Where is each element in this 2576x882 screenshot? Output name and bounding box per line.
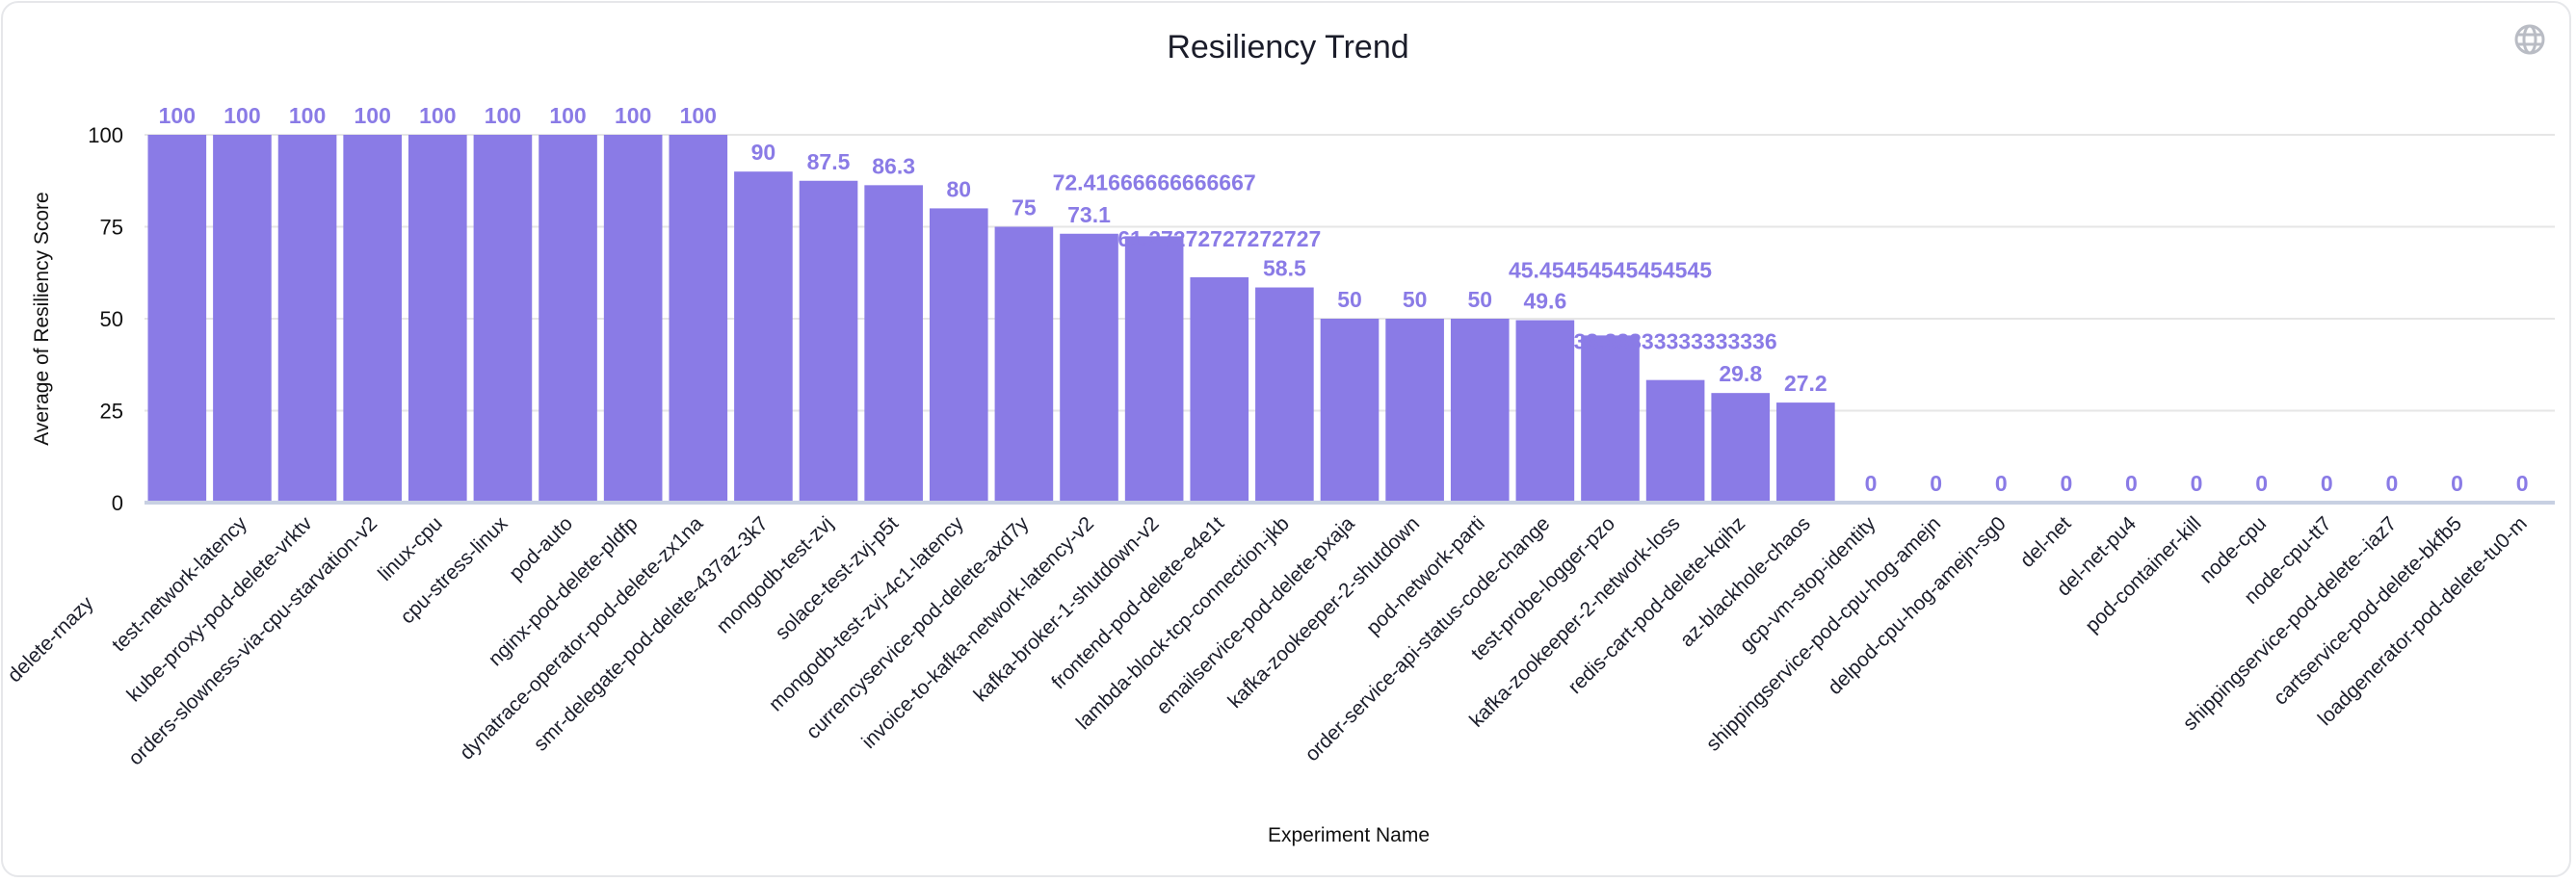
- bar-value-label: 61.27272727272727: [1117, 226, 1321, 251]
- bar-value-label: 27.2: [1784, 371, 1827, 396]
- x-tick-label: smr-delegate-pod-delete-437az-3k7: [530, 512, 773, 755]
- bar-value-label: 75: [1012, 195, 1037, 220]
- bar[interactable]: [1711, 393, 1771, 501]
- bar[interactable]: [407, 135, 467, 501]
- x-tick-label: invoice-to-kafka-network-latency-v2: [857, 512, 1098, 753]
- x-tick-label: del-net: [2016, 512, 2076, 572]
- bar-value-label: 87.5: [807, 149, 851, 174]
- bar[interactable]: [1320, 319, 1380, 501]
- bar-value-label: 100: [485, 103, 521, 128]
- bar-value-label: 100: [223, 103, 260, 128]
- bar-value-label: 80: [946, 176, 971, 201]
- x-tick-label: delete-rnazy: [4, 592, 98, 687]
- x-tick-label: solace-test-zvj-p5t: [771, 512, 903, 644]
- bar-value-label: 0: [2125, 471, 2138, 496]
- bar-value-label: 50: [1467, 287, 1492, 312]
- bar-value-label: 33.33333333333336: [1574, 329, 1777, 354]
- bar[interactable]: [1255, 287, 1314, 501]
- bar[interactable]: [799, 180, 858, 501]
- y-axis-title: Average of Resiliency Score: [31, 192, 53, 445]
- bar[interactable]: [669, 135, 728, 501]
- y-tick-label: 25: [100, 400, 123, 424]
- bar-value-label: 49.6: [1523, 289, 1566, 314]
- bar[interactable]: [1581, 335, 1640, 501]
- bar-value-label: 0: [2451, 471, 2463, 496]
- x-tick-label: orders-slowness-via-cpu-starvation-v2: [124, 512, 381, 769]
- bar[interactable]: [734, 171, 793, 501]
- bar-value-label: 0: [2191, 471, 2203, 496]
- bar[interactable]: [539, 135, 597, 501]
- bar-value-label: 0: [2516, 471, 2529, 496]
- y-tick-label: 75: [100, 216, 123, 240]
- bar[interactable]: [603, 135, 663, 501]
- bar-value-label: 72.41666666666667: [1053, 169, 1256, 195]
- bar-value-label: 0: [1995, 471, 2008, 496]
- bar-value-label: 45.45454545454545: [1509, 257, 1712, 282]
- bar-value-label: 0: [2321, 471, 2333, 496]
- bar-value-label: 0: [2255, 471, 2268, 496]
- bar-value-label: 50: [1337, 287, 1362, 312]
- x-tick-label: pod-network-parti: [1362, 512, 1489, 639]
- bar-value-label: 50: [1403, 287, 1428, 312]
- bar-value-label: 58.5: [1263, 256, 1306, 281]
- bar-value-label: 0: [2386, 471, 2399, 496]
- y-tick-label: 50: [100, 307, 123, 331]
- x-tick-label: shippingservice-pod-cpu-hog-amejn: [1702, 512, 1945, 755]
- x-tick-label: mongodb-test-zvj: [712, 512, 837, 637]
- y-tick-label: 0: [112, 491, 123, 515]
- bar-value-label: 73.1: [1067, 202, 1111, 227]
- bar-value-label: 0: [1930, 471, 1942, 496]
- bar-value-label: 86.3: [872, 153, 915, 178]
- bar[interactable]: [994, 226, 1054, 502]
- bar-value-label: 100: [549, 103, 586, 128]
- bar-value-label: 100: [419, 103, 456, 128]
- bar[interactable]: [864, 185, 923, 502]
- bar[interactable]: [473, 135, 533, 501]
- x-tick-label: dynatrace-operator-pod-delete-zx1na: [456, 512, 708, 765]
- bar[interactable]: [1776, 402, 1835, 501]
- chart-title: Resiliency Trend: [1167, 29, 1408, 65]
- bar[interactable]: [1515, 320, 1575, 501]
- bar-value-label: 0: [2060, 471, 2072, 496]
- bar-value-label: 100: [615, 103, 651, 128]
- bar-value-label: 100: [159, 103, 196, 128]
- bar[interactable]: [343, 135, 402, 501]
- bar[interactable]: [929, 208, 988, 501]
- globe-icon[interactable]: [2514, 24, 2545, 55]
- bar[interactable]: [147, 135, 207, 501]
- bar[interactable]: [1385, 319, 1444, 501]
- bar[interactable]: [1450, 319, 1510, 501]
- bar-value-label: 100: [289, 103, 326, 128]
- bar[interactable]: [1190, 276, 1249, 501]
- x-axis-title: Experiment Name: [1268, 824, 1430, 846]
- bar[interactable]: [1124, 236, 1184, 501]
- bar[interactable]: [1060, 233, 1118, 501]
- bar[interactable]: [277, 135, 337, 501]
- bar-value-label: 100: [354, 103, 390, 128]
- bar-value-label: 0: [1865, 471, 1878, 496]
- x-tick-label: order-service-api-status-code-change: [1301, 512, 1554, 765]
- bar[interactable]: [213, 135, 272, 501]
- bar-value-label: 29.8: [1719, 361, 1762, 386]
- x-tick-label: pod-container-kill: [2081, 512, 2205, 636]
- bar-value-label: 90: [751, 140, 776, 165]
- y-tick-label: 100: [88, 123, 123, 147]
- bar-value-label: 100: [680, 103, 717, 128]
- bar[interactable]: [1645, 379, 1705, 501]
